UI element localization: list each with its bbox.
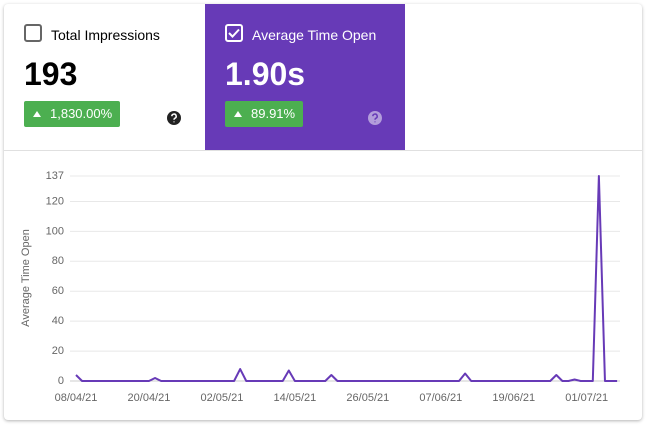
x-tick-label: 02/05/21: [201, 392, 244, 404]
y-tick-label: 40: [52, 315, 64, 327]
metric-card[interactable]: Total Impressions 193 1,830.00%: [4, 4, 204, 150]
y-tick-label: 137: [46, 170, 64, 182]
x-tick-label: 14/05/21: [273, 392, 316, 404]
y-axis-label: Average Time Open: [20, 229, 32, 327]
chart: Average Time Open 0 20 40 60 80 100 120 137 08/0…: [20, 170, 620, 404]
x-tick-label: 26/05/21: [346, 392, 389, 404]
change-badge: 89.91%: [225, 101, 304, 127]
change-badge: 1,830.00%: [24, 101, 121, 127]
checkbox[interactable]: [225, 24, 243, 42]
x-tick-label: 19/06/21: [492, 392, 535, 404]
x-tick-label: 07/06/21: [419, 392, 462, 404]
y-tick-label: 60: [52, 285, 64, 297]
metric-card[interactable]: Average Time Open 1.90s 89.91%: [205, 4, 405, 150]
x-tick-label: 20/04/21: [128, 392, 171, 404]
change-text: 1,830.00%: [50, 106, 113, 121]
help-icon[interactable]: [367, 110, 383, 126]
x-tick-label: 01/07/21: [565, 392, 608, 404]
line: [75, 175, 618, 382]
y-tick-label: 0: [58, 375, 64, 387]
help-icon[interactable]: [166, 110, 182, 126]
card-value: 1.90s: [225, 56, 306, 92]
y-tick-label: 20: [52, 345, 64, 357]
y-tick-label: 120: [46, 195, 64, 207]
checkbox[interactable]: [24, 24, 42, 42]
change-text: 89.91%: [251, 106, 296, 121]
separator: [4, 150, 642, 151]
card-value: 193: [24, 56, 78, 92]
y-tick-label: 80: [52, 255, 64, 267]
card-label: Average Time Open: [252, 27, 377, 43]
card-label: Total Impressions: [51, 27, 160, 43]
y-tick-label: 100: [46, 225, 64, 237]
widget: Total Impressions 193 1,830.00% Average …: [4, 4, 642, 420]
x-tick-label: 08/04/21: [55, 392, 98, 404]
